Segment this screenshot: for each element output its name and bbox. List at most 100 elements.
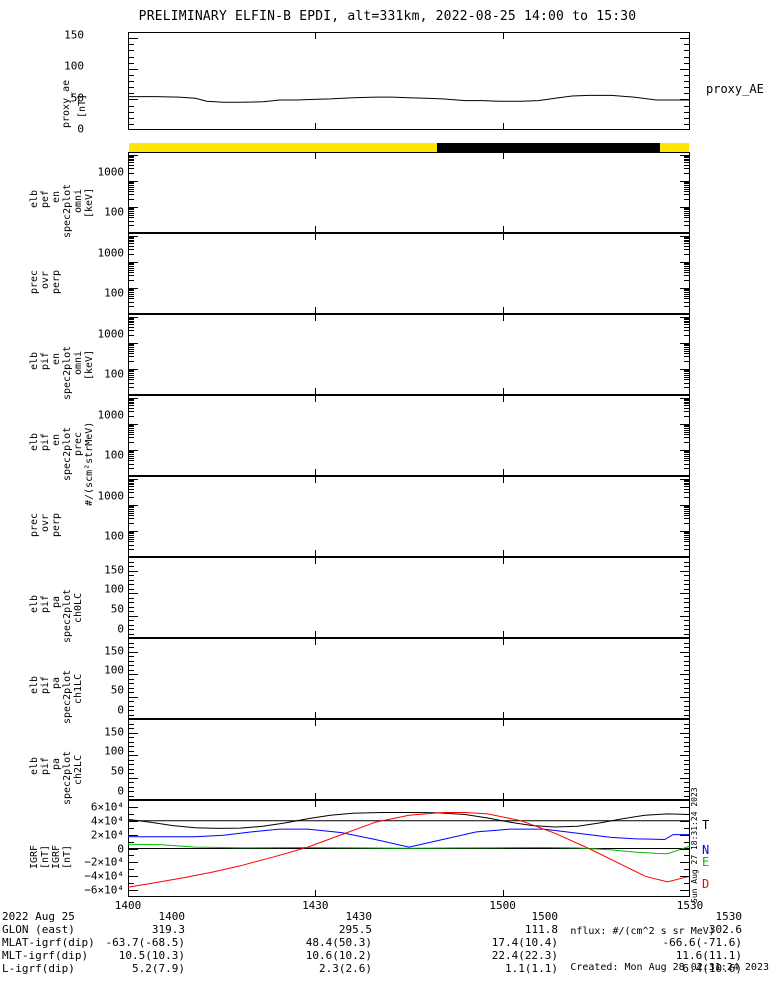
tick-mark	[129, 87, 134, 88]
tick-mark	[684, 173, 689, 174]
panel-elb-pif-pa-ch0lc-ylabel-line: spec2plot	[62, 588, 73, 643]
ephemeris-cell: 17.4(10.4)	[491, 936, 558, 949]
tick-mark	[684, 460, 689, 461]
tick-mark	[503, 801, 504, 807]
tick-mark	[129, 842, 134, 843]
tick-mark	[129, 294, 134, 295]
tick-mark	[129, 246, 134, 247]
tick-mark	[684, 50, 689, 51]
tick-mark	[684, 290, 689, 291]
tick-mark	[684, 403, 689, 404]
panel-elb-pif-pa-ch0lc-ylabel-line: pa	[51, 595, 62, 608]
tick-mark	[684, 263, 689, 264]
tick-mark	[129, 217, 134, 218]
tick-mark	[503, 123, 504, 129]
tick-mark	[129, 324, 134, 325]
tick-mark	[129, 270, 134, 271]
y-tick-label: 6×10⁴	[90, 800, 124, 814]
tick-mark	[684, 454, 689, 455]
panel-elb-pif-pa-ch2lc-ylabel-line: elb	[29, 756, 40, 775]
tick-mark	[684, 724, 689, 725]
tick-mark	[129, 75, 134, 76]
tick-mark	[684, 486, 689, 487]
y-tick-label: 100	[104, 663, 124, 677]
tick-mark	[684, 620, 689, 621]
tick-mark	[684, 468, 689, 469]
tick-mark	[684, 661, 689, 662]
igrf-legend-N: N	[702, 843, 710, 857]
status-bar-segment-active	[660, 143, 689, 152]
tick-mark	[684, 211, 689, 212]
tick-mark	[684, 335, 689, 336]
panel-elb-pif-en-prec-ovr-perp-ylabel-line: ovr	[40, 513, 51, 532]
tick-mark	[129, 160, 134, 161]
tick-mark	[129, 428, 134, 429]
panel-elb-pif-pa-ch1lc-ylabel-line: ch1LC	[73, 673, 84, 704]
tick-mark	[503, 631, 504, 637]
tick-mark	[684, 507, 689, 508]
panel-elb-pif-en-omni-ylabel-line: pif	[40, 351, 51, 370]
tick-mark	[684, 706, 689, 707]
igrf-legend-E: E	[702, 855, 710, 869]
panel-elb-pif-en-prec-ylabel-line: spec2plot	[62, 426, 73, 481]
tick-mark	[684, 515, 689, 516]
tick-mark	[684, 268, 689, 269]
y-tick-label: 0	[117, 622, 124, 636]
tick-mark	[129, 497, 134, 498]
tick-mark	[129, 683, 134, 684]
tick-mark	[129, 361, 134, 362]
tick-mark	[684, 541, 689, 542]
tick-mark	[129, 593, 138, 594]
tick-mark	[129, 288, 138, 289]
tick-mark	[315, 307, 316, 313]
tick-mark	[684, 545, 689, 546]
panel-elb-pif-en-omni-ylabel-line: en	[51, 352, 62, 365]
tick-mark	[684, 371, 689, 372]
tick-mark	[684, 416, 689, 417]
tick-mark	[129, 249, 134, 250]
panel-elb-pef-en-omni-ylabel-line: pef	[40, 189, 51, 208]
tick-mark	[129, 124, 134, 125]
tick-mark	[684, 437, 689, 438]
tick-mark	[684, 280, 689, 281]
tick-mark	[129, 492, 134, 493]
panel-elb-pif-en-omni-ylabel-line: [keV]	[84, 349, 95, 380]
tick-mark	[684, 715, 689, 716]
tick-mark	[129, 437, 134, 438]
tick-mark	[684, 264, 689, 265]
panel-elb-pif-en-omni-ylabel-line: omni	[73, 350, 84, 375]
igrf-trace-D	[127, 812, 691, 888]
tick-mark	[684, 710, 689, 711]
ephemeris-cell: 111.8	[524, 923, 558, 936]
tick-mark	[129, 306, 134, 307]
tick-mark	[684, 199, 689, 200]
tick-mark	[684, 456, 689, 457]
igrf-legend-T: T	[702, 818, 710, 832]
tick-mark	[680, 505, 689, 506]
tick-mark	[684, 434, 689, 435]
tick-mark	[129, 737, 134, 738]
panel-elb-pef-en-omni-ylabel-line: omni	[73, 188, 84, 213]
panel-elb-pif-en-omni	[128, 314, 690, 395]
tick-mark	[684, 442, 689, 443]
tick-mark	[129, 225, 134, 226]
tick-mark	[684, 75, 689, 76]
tick-mark	[684, 598, 689, 599]
panel-elb-pef-en-omni-ylabel-line: spec2plot	[62, 183, 73, 238]
ephemeris-cell: 1500	[531, 910, 559, 923]
tick-mark	[680, 181, 689, 182]
tick-mark	[684, 509, 689, 510]
tick-mark	[129, 509, 134, 510]
tick-mark	[129, 458, 134, 459]
tick-mark	[129, 430, 134, 431]
tick-mark	[129, 778, 138, 779]
panel-elb-pif-pa-ch1lc-ylabel-line: pa	[51, 676, 62, 689]
tick-mark	[129, 403, 134, 404]
tick-mark	[684, 506, 689, 507]
tick-mark	[129, 481, 134, 482]
tick-mark	[684, 294, 689, 295]
tick-mark	[684, 118, 689, 119]
tick-mark	[129, 484, 134, 485]
panel-elb-pef-en-omni	[128, 152, 690, 233]
tick-mark	[129, 345, 134, 346]
